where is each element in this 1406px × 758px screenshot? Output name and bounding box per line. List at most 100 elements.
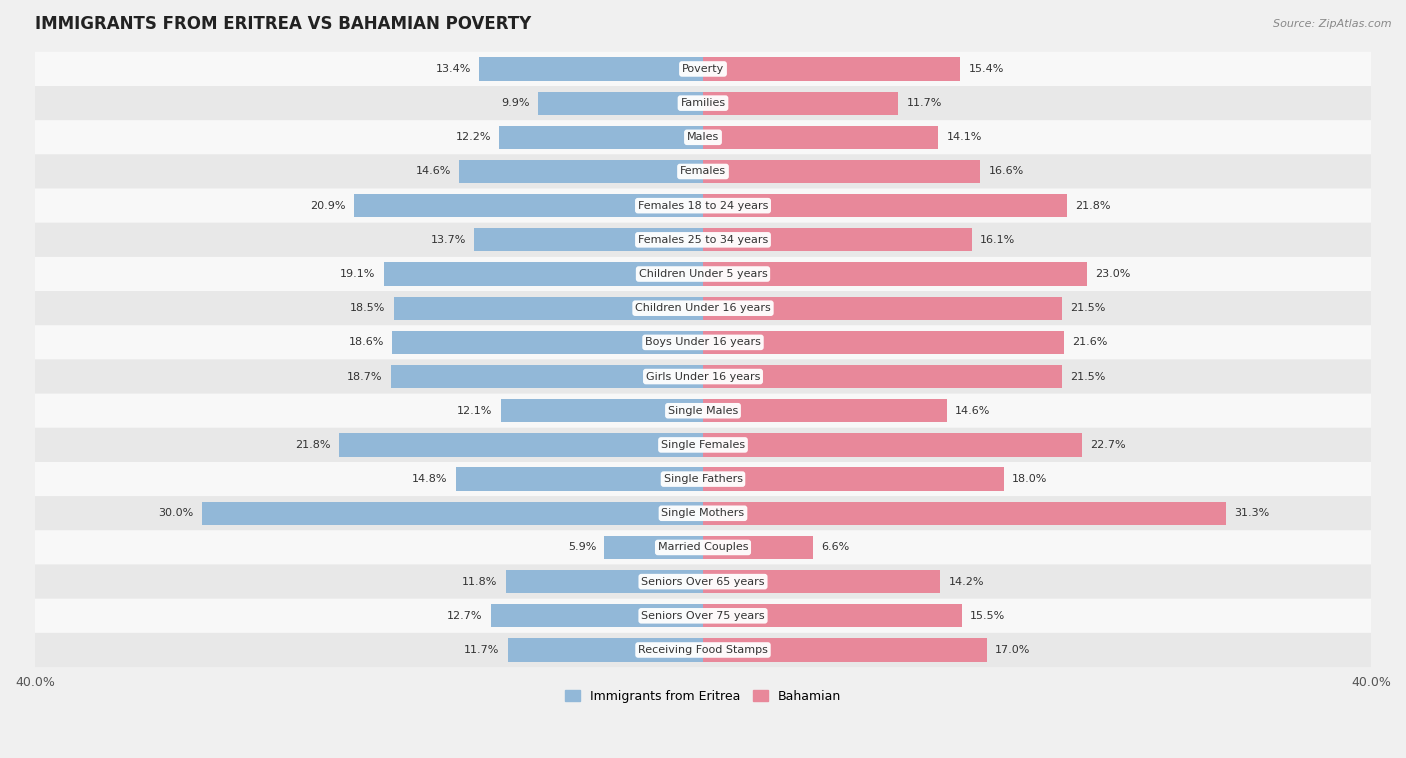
FancyBboxPatch shape [35, 86, 1371, 121]
FancyBboxPatch shape [35, 155, 1371, 189]
FancyBboxPatch shape [35, 257, 1371, 291]
FancyBboxPatch shape [35, 52, 1371, 86]
Text: Males: Males [688, 133, 718, 143]
Text: 5.9%: 5.9% [568, 543, 596, 553]
Bar [339, 434, 703, 456]
Text: 30.0%: 30.0% [159, 509, 194, 518]
Text: 14.6%: 14.6% [415, 167, 451, 177]
Bar [703, 434, 1083, 456]
Text: 12.1%: 12.1% [457, 406, 492, 415]
Text: Families: Families [681, 98, 725, 108]
Text: 21.5%: 21.5% [1070, 303, 1105, 313]
FancyBboxPatch shape [35, 633, 1371, 667]
Bar [202, 502, 703, 525]
FancyBboxPatch shape [35, 393, 1371, 428]
Bar [703, 365, 1062, 388]
FancyBboxPatch shape [35, 599, 1371, 633]
FancyBboxPatch shape [35, 121, 1371, 155]
Text: 17.0%: 17.0% [995, 645, 1031, 655]
Bar [703, 92, 898, 114]
Text: 11.8%: 11.8% [463, 577, 498, 587]
Text: 15.5%: 15.5% [970, 611, 1005, 621]
Text: 11.7%: 11.7% [464, 645, 499, 655]
Text: 14.1%: 14.1% [946, 133, 983, 143]
Text: IMMIGRANTS FROM ERITREA VS BAHAMIAN POVERTY: IMMIGRANTS FROM ERITREA VS BAHAMIAN POVE… [35, 15, 531, 33]
Bar [703, 228, 972, 252]
Text: 21.6%: 21.6% [1073, 337, 1108, 347]
FancyBboxPatch shape [35, 428, 1371, 462]
Bar [394, 296, 703, 320]
Bar [703, 604, 962, 628]
Text: 13.4%: 13.4% [436, 64, 471, 74]
Bar [703, 296, 1062, 320]
Text: Single Males: Single Males [668, 406, 738, 415]
Bar [491, 604, 703, 628]
Bar [479, 58, 703, 80]
Bar [508, 638, 703, 662]
Bar [501, 399, 703, 422]
Bar [703, 536, 813, 559]
Text: Source: ZipAtlas.com: Source: ZipAtlas.com [1274, 19, 1392, 29]
Bar [460, 160, 703, 183]
Bar [703, 160, 980, 183]
Text: 18.0%: 18.0% [1012, 474, 1047, 484]
Text: 20.9%: 20.9% [311, 201, 346, 211]
Text: 15.4%: 15.4% [969, 64, 1004, 74]
FancyBboxPatch shape [35, 359, 1371, 393]
FancyBboxPatch shape [35, 223, 1371, 257]
Text: Seniors Over 65 years: Seniors Over 65 years [641, 577, 765, 587]
Bar [391, 365, 703, 388]
Text: Boys Under 16 years: Boys Under 16 years [645, 337, 761, 347]
Text: 21.8%: 21.8% [1076, 201, 1111, 211]
Text: 18.5%: 18.5% [350, 303, 385, 313]
Bar [703, 58, 960, 80]
Legend: Immigrants from Eritrea, Bahamian: Immigrants from Eritrea, Bahamian [560, 684, 846, 708]
FancyBboxPatch shape [35, 565, 1371, 599]
Text: 22.7%: 22.7% [1091, 440, 1126, 450]
Text: Females 18 to 24 years: Females 18 to 24 years [638, 201, 768, 211]
Text: 21.5%: 21.5% [1070, 371, 1105, 381]
Bar [703, 570, 941, 594]
Text: Single Fathers: Single Fathers [664, 474, 742, 484]
Text: 16.6%: 16.6% [988, 167, 1024, 177]
FancyBboxPatch shape [35, 325, 1371, 359]
Text: 14.8%: 14.8% [412, 474, 447, 484]
Text: Married Couples: Married Couples [658, 543, 748, 553]
Bar [537, 92, 703, 114]
Bar [703, 126, 938, 149]
FancyBboxPatch shape [35, 291, 1371, 325]
Bar [456, 468, 703, 490]
Text: Seniors Over 75 years: Seniors Over 75 years [641, 611, 765, 621]
Text: 14.2%: 14.2% [949, 577, 984, 587]
Text: Females 25 to 34 years: Females 25 to 34 years [638, 235, 768, 245]
Text: 18.7%: 18.7% [347, 371, 382, 381]
FancyBboxPatch shape [35, 496, 1371, 531]
Bar [703, 262, 1087, 286]
Text: Single Mothers: Single Mothers [661, 509, 745, 518]
Text: 12.7%: 12.7% [447, 611, 482, 621]
Text: Poverty: Poverty [682, 64, 724, 74]
Bar [703, 194, 1067, 218]
Bar [703, 399, 946, 422]
Text: Single Females: Single Females [661, 440, 745, 450]
Text: 21.8%: 21.8% [295, 440, 330, 450]
Bar [474, 228, 703, 252]
Bar [354, 194, 703, 218]
FancyBboxPatch shape [35, 531, 1371, 565]
Bar [506, 570, 703, 594]
Bar [392, 330, 703, 354]
Text: Children Under 5 years: Children Under 5 years [638, 269, 768, 279]
Text: Children Under 16 years: Children Under 16 years [636, 303, 770, 313]
Bar [499, 126, 703, 149]
Text: 19.1%: 19.1% [340, 269, 375, 279]
Bar [703, 330, 1064, 354]
Text: Girls Under 16 years: Girls Under 16 years [645, 371, 761, 381]
Text: 16.1%: 16.1% [980, 235, 1015, 245]
Text: 11.7%: 11.7% [907, 98, 942, 108]
Bar [703, 638, 987, 662]
Bar [703, 502, 1226, 525]
Text: 12.2%: 12.2% [456, 133, 491, 143]
Text: Receiving Food Stamps: Receiving Food Stamps [638, 645, 768, 655]
Text: 18.6%: 18.6% [349, 337, 384, 347]
Text: 6.6%: 6.6% [821, 543, 849, 553]
